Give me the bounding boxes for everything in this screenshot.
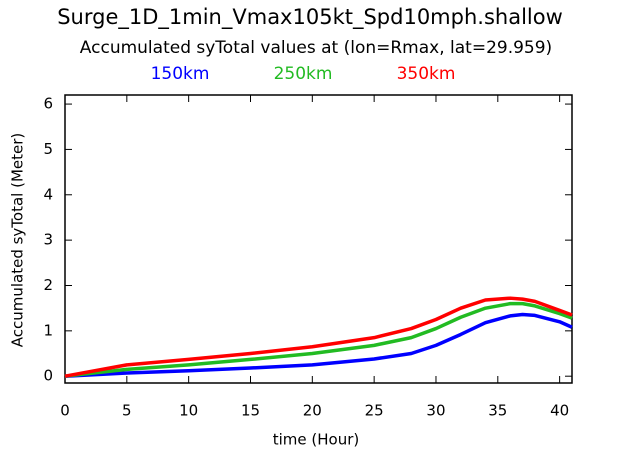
y-tick-label: 5 <box>43 140 53 158</box>
x-tick-label: 20 <box>303 402 322 420</box>
data-line <box>64 301 573 378</box>
legend-entry: 350km <box>397 64 456 84</box>
chart-subtitle: Accumulated syTotal values at (lon=Rmax,… <box>80 38 552 58</box>
y-tick-label: 1 <box>43 321 53 339</box>
data-line <box>64 312 573 378</box>
x-axis-label: time (Hour) <box>273 431 360 449</box>
x-tick-label: 0 <box>60 402 70 420</box>
x-tick-label: 15 <box>241 402 260 420</box>
y-tick-label: 3 <box>43 231 53 249</box>
y-tick-label: 0 <box>43 367 53 385</box>
x-tick-label: 5 <box>122 402 132 420</box>
x-tick-label: 35 <box>488 402 507 420</box>
x-tick-label: 30 <box>426 402 445 420</box>
y-tick-label: 2 <box>43 276 53 294</box>
legend-entry: 150km <box>151 64 210 84</box>
y-tick-label: 6 <box>43 95 53 113</box>
x-tick-label: 40 <box>550 402 569 420</box>
legend-entry: 250km <box>274 64 333 84</box>
x-tick-label: 10 <box>179 402 198 420</box>
chart-title: Surge_1D_1min_Vmax105kt_Spd10mph.shallow <box>57 5 563 30</box>
x-tick-label: 25 <box>365 402 384 420</box>
data-line <box>64 296 573 378</box>
y-axis-label: Accumulated syTotal (Meter) <box>9 133 27 348</box>
plot-frame <box>64 94 573 384</box>
y-tick-label: 4 <box>43 185 53 203</box>
